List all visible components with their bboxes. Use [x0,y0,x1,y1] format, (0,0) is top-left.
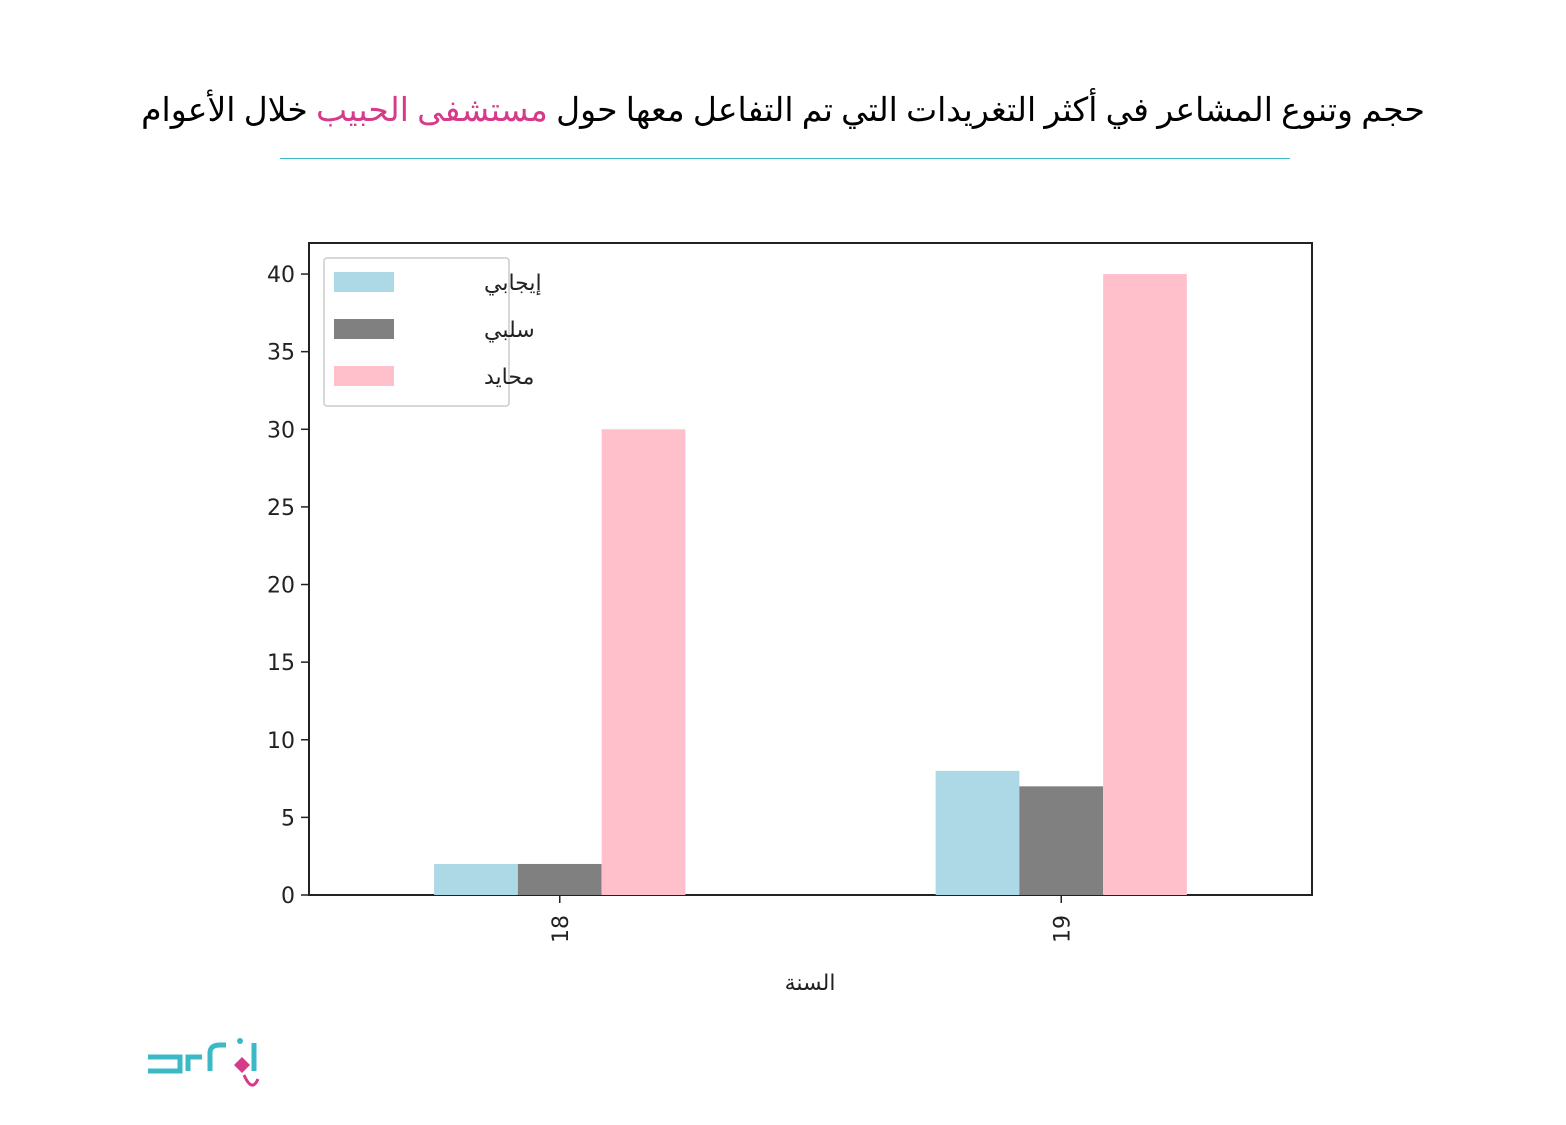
legend-label: سلبي [484,318,535,343]
plot-frame [308,242,1313,896]
title-part2: خلال الأعوام [141,93,308,129]
y-tick-label: 0 [281,884,295,909]
bar-19-series-0 [935,770,1020,895]
legend-swatch [334,366,394,386]
x-tick-label: 18 [549,915,574,943]
y-tick-label: 30 [267,418,295,443]
y-tick-label: 25 [267,496,295,521]
bar-18-series-2 [601,429,686,895]
title-part1: حجم وتنوع المشاعر في أكثر التغريدات التي… [556,93,1425,129]
y-tick-label: 35 [267,341,295,366]
title-underline [280,158,1290,159]
legend-swatch [334,319,394,339]
bar-18-series-1 [517,863,602,895]
y-axis: 0 5 10 15 20 25 30 35 40 [267,263,309,909]
x-axis: 18 19 [549,895,1075,943]
legend-label: محايد [484,365,534,390]
legend: إيجابي سلبي محايد [323,257,542,407]
x-tick-label: 19 [1050,915,1075,943]
y-tick-label: 5 [281,806,295,831]
abaad-logo-icon [140,1035,270,1105]
chart-title: حجم وتنوع المشاعر في أكثر التغريدات التي… [10,90,1556,130]
legend-swatch [334,272,394,292]
y-tick-label: 10 [267,729,295,754]
bar-19-series-2 [1103,274,1187,895]
y-tick-label: 20 [267,574,295,599]
bar-19-series-1 [1019,786,1104,895]
bar-18-series-0 [434,863,518,895]
title-highlight: مستشفى الحبيب [316,93,548,129]
bars-group [434,274,1187,895]
y-tick-label: 40 [267,263,295,288]
legend-label: إيجابي [484,271,542,296]
x-axis-label: السنة [785,971,836,996]
y-tick-label: 15 [267,651,295,676]
